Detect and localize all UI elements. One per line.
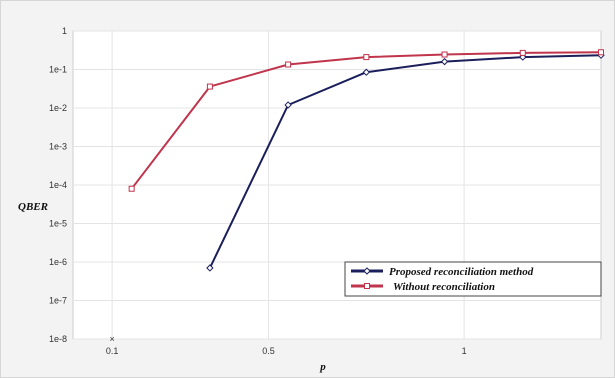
annotation-layer: × xyxy=(109,334,114,344)
y-axis-ticks: 1 1e-1 1e-2 1e-3 1e-4 1e-5 1e-6 1e-7 1e-8 xyxy=(49,26,67,344)
y-tick-label: 1e-4 xyxy=(49,180,67,190)
legend: Proposed reconciliation method Without re… xyxy=(344,261,602,297)
legend-marker xyxy=(363,267,371,275)
data-point xyxy=(363,54,370,61)
x-axis-ticks: 0.1 0.5 1 xyxy=(106,346,467,356)
x-tick-label: 1 xyxy=(462,346,467,356)
data-point xyxy=(285,61,292,68)
data-point xyxy=(440,57,449,66)
legend-items: Proposed reconciliation method Without re… xyxy=(351,266,534,293)
series-line xyxy=(208,54,602,269)
y-axis-label: QBER xyxy=(18,201,48,213)
y-tick-label: 1e-7 xyxy=(49,296,67,306)
legend-marker xyxy=(364,283,370,289)
data-point xyxy=(206,264,214,272)
legend-label: Proposed reconciliation method xyxy=(389,266,534,278)
x-axis-label: p xyxy=(319,361,326,373)
annotation-mark: × xyxy=(109,334,114,344)
y-tick-label: 1e-6 xyxy=(49,257,67,267)
y-tick-label: 1e-3 xyxy=(49,142,67,152)
series-without-reconciliation xyxy=(128,49,604,192)
y-tick-label: 1e-2 xyxy=(49,103,67,113)
data-point xyxy=(441,51,448,58)
data-point xyxy=(598,49,604,56)
y-tick-label: 1e-1 xyxy=(49,65,67,75)
y-tick-label: 1e-8 xyxy=(49,334,67,344)
legend-item: Without reconciliation xyxy=(351,281,495,293)
legend-item: Proposed reconciliation method xyxy=(351,266,534,278)
y-tick-label: 1 xyxy=(62,26,67,36)
data-point xyxy=(362,68,371,76)
y-tick-label: 1e-5 xyxy=(49,219,67,229)
data-point xyxy=(206,83,213,90)
data-point xyxy=(519,49,526,56)
data-point xyxy=(284,101,292,109)
series-layer xyxy=(128,49,605,272)
legend-box xyxy=(344,261,602,297)
legend-label: Without reconciliation xyxy=(393,281,495,293)
x-tick-label: 0.5 xyxy=(262,346,275,356)
x-tick-label: 0.1 xyxy=(106,346,119,356)
data-point xyxy=(128,185,135,192)
